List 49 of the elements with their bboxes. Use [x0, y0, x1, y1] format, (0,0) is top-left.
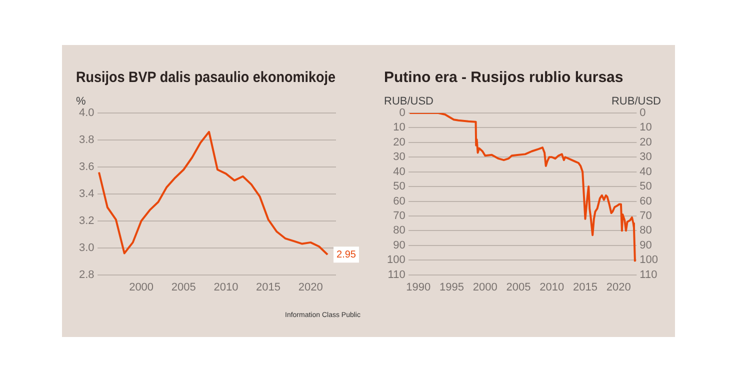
y-tick-label: 4.0 [78, 107, 94, 120]
y-tick-label: 0 [399, 107, 406, 120]
y-axis-title: RUB/USD [384, 96, 434, 108]
y-tick-label: 3.0 [78, 242, 94, 254]
x-tick-label: 2000 [472, 281, 498, 294]
y-tick-label: 60 [393, 195, 406, 208]
chart-title: Putino era - Rusijos rublio kursas [384, 69, 624, 86]
x-tick-label: 2005 [506, 281, 531, 294]
y-tick-label: 90 [393, 239, 406, 252]
y2-tick-label: 40 [640, 166, 652, 178]
y2-tick-label: 60 [640, 195, 652, 208]
y-tick-label: 80 [393, 224, 406, 237]
x-tick-label: 2020 [606, 281, 631, 294]
y-tick-label: 10 [393, 122, 406, 134]
y-tick-label: 40 [393, 166, 406, 178]
x-tick-label: 2015 [573, 281, 598, 294]
y-tick-label: 3.2 [78, 214, 94, 227]
x-tick-label: 2005 [171, 281, 196, 294]
y2-tick-label: 30 [640, 151, 652, 164]
chart-title: Rusijos BVP dalis pasaulio ekonomikoje [76, 70, 336, 86]
y2-tick-label: 80 [640, 224, 652, 237]
y-tick-label: 30 [393, 151, 406, 164]
y2-tick-label: 110 [640, 268, 658, 281]
x-tick-label: 2000 [129, 281, 154, 294]
y-tick-label: 20 [393, 136, 406, 148]
y-tick-label: 70 [393, 210, 406, 222]
y-tick-label: 50 [393, 180, 406, 193]
y2-tick-label: 100 [640, 254, 658, 266]
y-tick-label: 2.8 [78, 268, 94, 281]
x-tick-label: 1990 [406, 281, 431, 294]
x-tick-label: 2020 [298, 281, 323, 294]
x-tick-label: 2010 [540, 281, 564, 294]
y2-tick-label: 20 [640, 136, 652, 148]
y-tick-label: 3.4 [78, 188, 94, 200]
y-tick-label: 3.6 [78, 160, 94, 173]
y2-tick-label: 50 [640, 180, 652, 193]
x-tick-label: 2015 [256, 281, 281, 294]
data-label: 2.95 [336, 249, 356, 260]
y-tick-label: 110 [388, 268, 406, 281]
y2-tick-label: 70 [640, 210, 652, 222]
y2-tick-label: 0 [640, 107, 646, 120]
y-tick-label: 100 [386, 254, 406, 266]
y2-axis-title: RUB/USD [611, 96, 662, 108]
y2-tick-label: 10 [640, 122, 652, 134]
y-axis-title: % [76, 96, 86, 108]
x-tick-label: 2010 [214, 281, 238, 294]
x-tick-label: 1995 [440, 281, 464, 294]
y-tick-label: 3.8 [78, 134, 94, 146]
y2-tick-label: 90 [640, 239, 652, 252]
